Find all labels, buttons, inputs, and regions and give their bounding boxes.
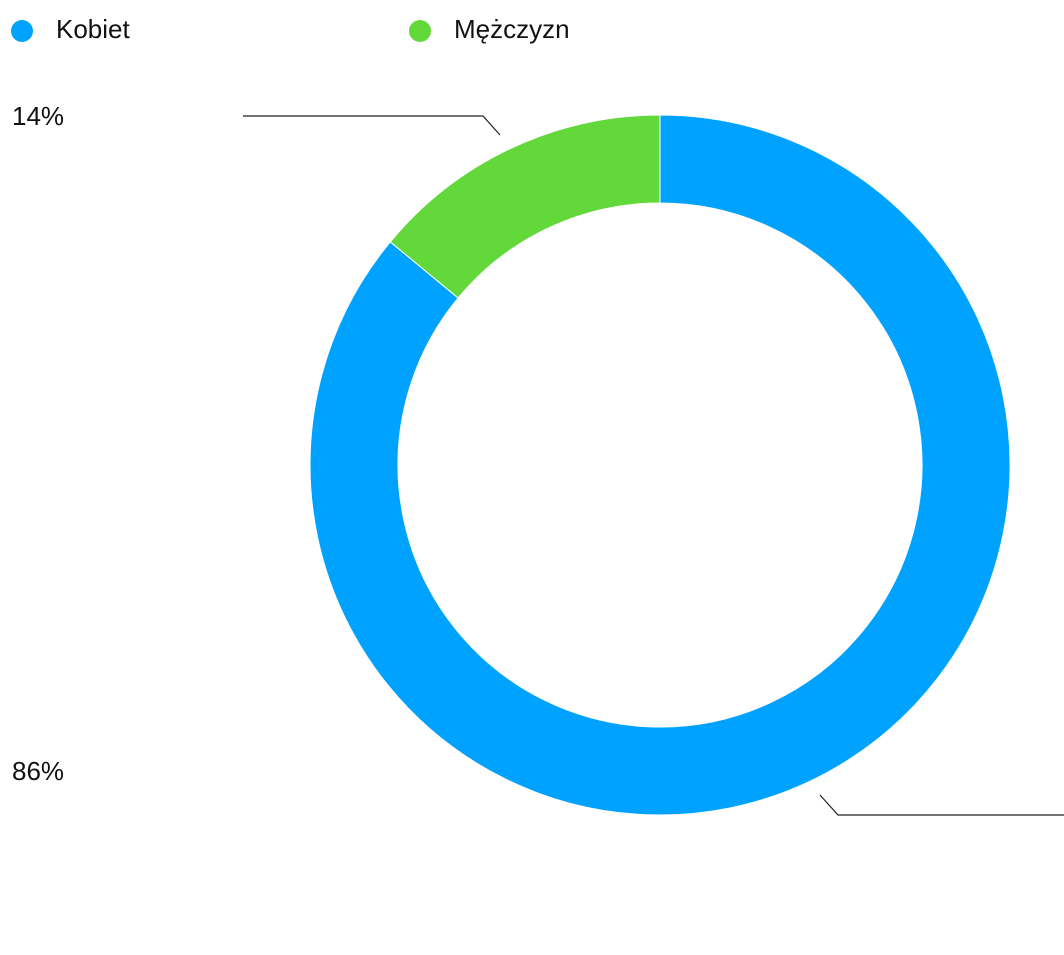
legend-swatch (409, 20, 431, 42)
leader-line (243, 115, 501, 136)
leader-line (819, 794, 1064, 816)
value-label: 86% (12, 756, 64, 786)
legend-swatch (11, 20, 33, 42)
legend-label: Kobiet (56, 14, 130, 44)
value-label: 14% (12, 101, 64, 131)
legend-label: Mężczyzn (454, 14, 570, 44)
slice (309, 114, 1011, 816)
slice (389, 114, 661, 299)
